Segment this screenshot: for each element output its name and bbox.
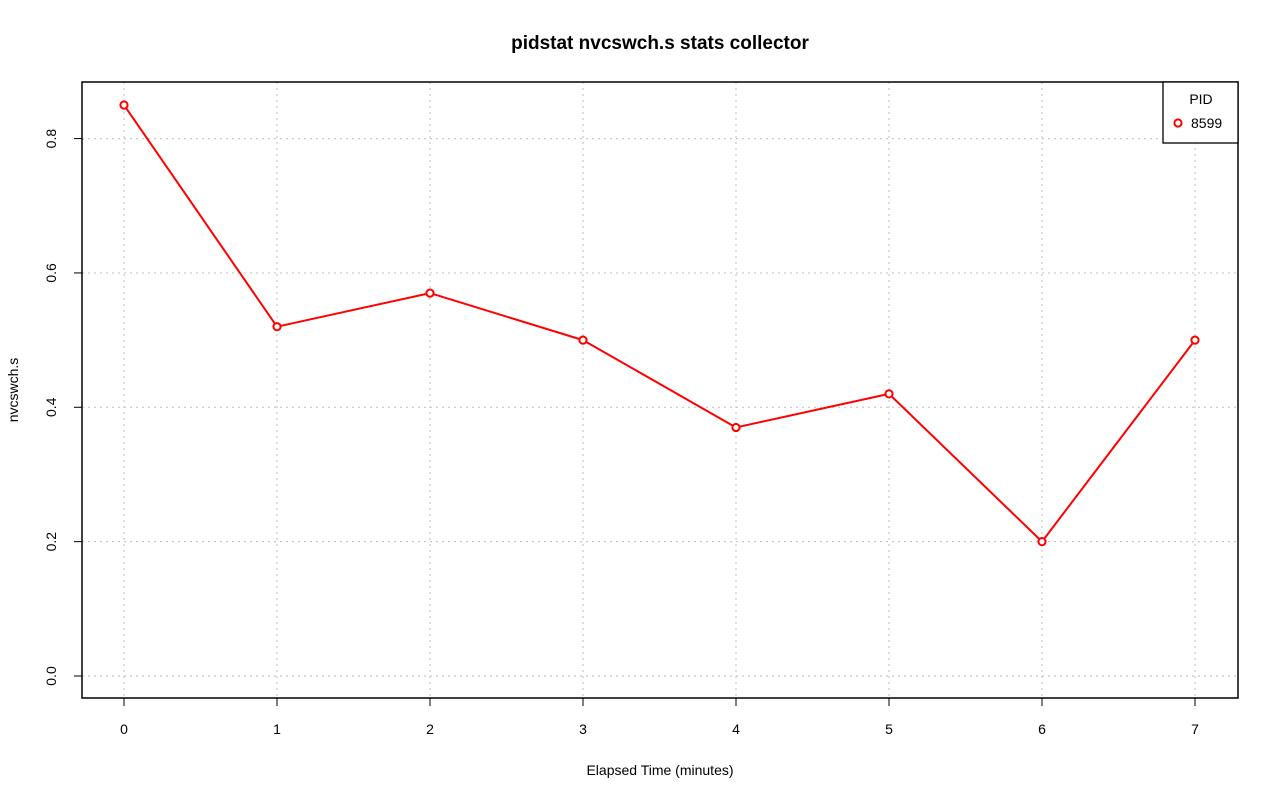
x-tick-label: 6 bbox=[1038, 721, 1046, 737]
x-tick-label: 5 bbox=[885, 721, 893, 737]
x-tick-label: 4 bbox=[732, 721, 740, 737]
legend-title: PID bbox=[1189, 91, 1212, 107]
x-tick-label: 1 bbox=[273, 721, 281, 737]
x-axis-label: Elapsed Time (minutes) bbox=[586, 762, 733, 778]
legend-box bbox=[1162, 81, 1239, 144]
y-tick-label: 0.4 bbox=[43, 397, 59, 417]
x-tick-label: 3 bbox=[579, 721, 587, 737]
data-point bbox=[578, 335, 588, 345]
legend-marker-8599 bbox=[1173, 118, 1183, 128]
series-layer bbox=[119, 100, 1200, 547]
plot-frame bbox=[81, 81, 1239, 699]
chart-title: pidstat nvcswch.s stats collector bbox=[511, 33, 809, 54]
x-tick-label: 2 bbox=[426, 721, 434, 737]
legend-label-8599: 8599 bbox=[1191, 115, 1222, 131]
x-axis: 0 1 2 3 4 5 6 7 bbox=[120, 698, 1199, 737]
y-axis: 0.0 0.2 0.4 0.6 0.8 bbox=[43, 129, 82, 686]
grid-layer bbox=[82, 82, 1238, 698]
y-tick-label: 0.8 bbox=[43, 129, 59, 149]
y-tick-label: 0.0 bbox=[43, 666, 59, 686]
data-point bbox=[119, 100, 129, 110]
data-point bbox=[1037, 537, 1047, 547]
data-point bbox=[731, 422, 741, 433]
series-line-8599 bbox=[123, 104, 1196, 543]
x-tick-label: 7 bbox=[1191, 721, 1199, 737]
data-point bbox=[425, 288, 435, 298]
y-tick-label: 0.6 bbox=[43, 263, 59, 283]
y-tick-label: 0.2 bbox=[43, 532, 59, 552]
data-point bbox=[1190, 335, 1200, 345]
data-point bbox=[272, 322, 282, 332]
x-tick-label: 0 bbox=[120, 721, 128, 737]
legend: PID 8599 bbox=[1162, 81, 1239, 144]
data-point bbox=[884, 389, 894, 399]
y-axis-label: nvcswch.s bbox=[5, 358, 21, 423]
